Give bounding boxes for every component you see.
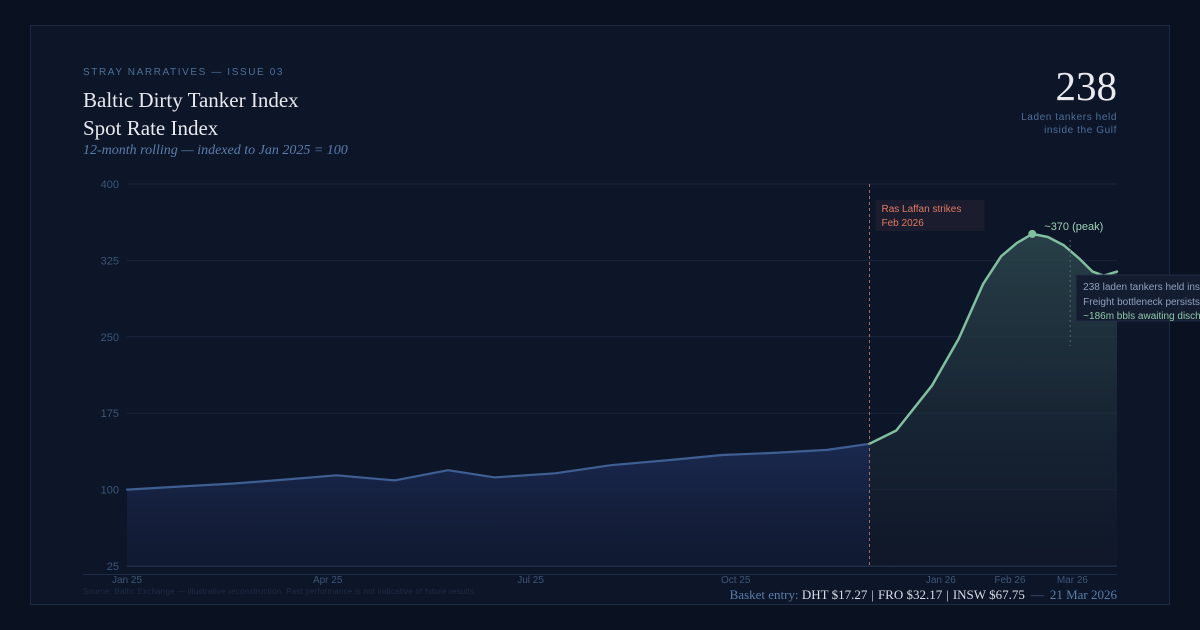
y-tick-label: 100 bbox=[101, 485, 119, 497]
chart-subtitle: 12-month rolling — indexed to Jan 2025 =… bbox=[83, 143, 348, 158]
source-note: Source: Baltic Exchange — illustrative r… bbox=[83, 587, 477, 596]
chart-title-line-1: Baltic Dirty Tanker Index bbox=[83, 88, 299, 112]
headline-stat-label-1: Laden tankers held bbox=[1021, 112, 1117, 123]
event-label-box bbox=[875, 200, 985, 231]
headline-stat-value: 238 bbox=[1055, 63, 1118, 109]
post-event-line bbox=[868, 232, 1119, 446]
annotation-line-3: ~186m bbls awaiting discharge. bbox=[1083, 311, 1200, 322]
date-separator: — bbox=[1030, 587, 1044, 602]
ticker-fro: FRO $32.17 bbox=[877, 587, 943, 602]
y-tick-label: 25 bbox=[107, 561, 119, 573]
headline-stat: 238 Laden tankers held inside the Gulf bbox=[1021, 62, 1117, 136]
peak-marker bbox=[1028, 229, 1037, 238]
chart-title: Baltic Dirty Tanker Index Spot Rate Inde… bbox=[83, 86, 299, 142]
y-tick-label: 400 bbox=[101, 179, 119, 191]
chart-title-line-2: Spot Rate Index bbox=[83, 116, 219, 140]
basket-prefix: Basket entry: bbox=[729, 587, 799, 602]
x-tick-label: Apr 25 bbox=[313, 575, 343, 586]
annotation-line-2: Freight bottleneck persists on reopening… bbox=[1083, 297, 1200, 308]
pre-event-area bbox=[127, 443, 870, 566]
y-tick-label: 325 bbox=[101, 255, 119, 267]
ticker-separator: | bbox=[946, 587, 949, 602]
headline-stat-label-2: inside the Gulf bbox=[1044, 125, 1117, 136]
x-tick-label: Jan 25 bbox=[112, 575, 142, 586]
x-tick-label: Jul 25 bbox=[517, 575, 544, 586]
x-tick-label: Jan 26 bbox=[926, 575, 956, 586]
event-label-line-2: Feb 2026 bbox=[882, 218, 925, 229]
ticker-separator: | bbox=[871, 587, 874, 602]
post-event-area bbox=[869, 233, 1117, 566]
ticker-dht: DHT $17.27 bbox=[801, 587, 868, 602]
y-tick-label: 175 bbox=[101, 408, 119, 420]
annotation-line-1: 238 laden tankers held inside Gulf. bbox=[1083, 282, 1200, 293]
annotation-box bbox=[1075, 274, 1200, 322]
event-label-line-1: Ras Laffan strikes bbox=[882, 204, 962, 215]
issue-kicker: STRAY NARRATIVES — ISSUE 03 bbox=[83, 67, 285, 78]
basket-date: 21 Mar 2026 bbox=[1049, 587, 1117, 602]
x-tick-label: Mar 26 bbox=[1057, 575, 1089, 586]
x-tick-label: Oct 25 bbox=[721, 575, 751, 586]
y-tick-label: 250 bbox=[101, 332, 119, 344]
ticker-insw: INSW $67.75 bbox=[952, 587, 1025, 602]
peak-label: ~370 (peak) bbox=[1044, 221, 1103, 233]
pre-event-line bbox=[125, 442, 871, 491]
x-tick-label: Feb 26 bbox=[994, 575, 1026, 586]
basket-entry: Basket entry: DHT $17.27 | FRO $32.17 | INSW… bbox=[730, 587, 1117, 603]
